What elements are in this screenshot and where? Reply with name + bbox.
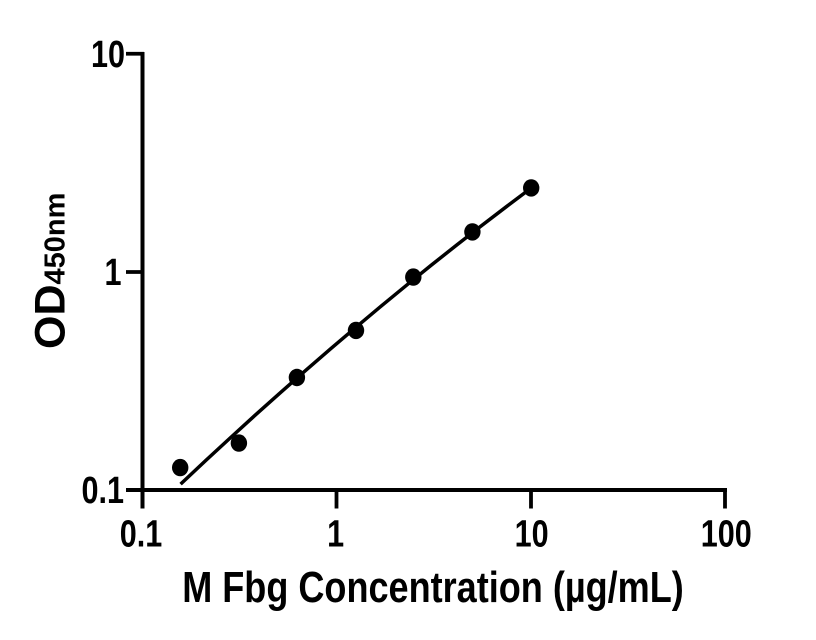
svg-text:100: 100: [701, 513, 752, 555]
svg-text:1: 1: [327, 513, 344, 555]
svg-text:M Fbg Concentration (µg/mL): M Fbg Concentration (µg/mL): [182, 563, 684, 612]
svg-text:0.1: 0.1: [81, 470, 124, 512]
svg-text:10: 10: [91, 34, 125, 76]
svg-text:1: 1: [104, 252, 121, 294]
svg-text:0.1: 0.1: [120, 513, 163, 555]
svg-text:10: 10: [515, 513, 549, 555]
